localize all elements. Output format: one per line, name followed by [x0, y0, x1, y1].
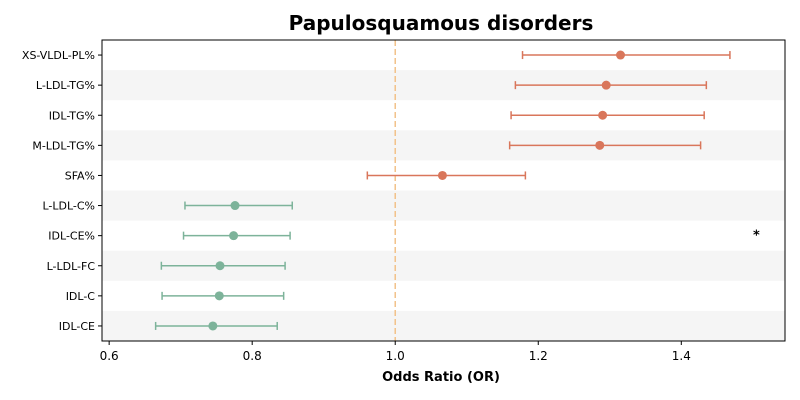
x-tick-label: 0.6 [100, 349, 119, 363]
x-axis-label: Odds Ratio (OR) [382, 370, 500, 385]
chart-title: Papulosquamous disorders [289, 11, 594, 35]
y-tick-label: IDL-TG% [49, 109, 95, 122]
y-tick-label: XS-VLDL-PL% [22, 49, 95, 62]
or-point [616, 50, 626, 60]
forest-row [366, 170, 527, 180]
x-axis: 0.6 0.8 1.0 1.2 1.4 [100, 341, 691, 363]
plot-frame [101, 39, 786, 342]
forest-row [160, 261, 286, 271]
or-point [215, 261, 225, 271]
or-point [598, 110, 608, 120]
y-tick-label: L-LDL-FC [47, 260, 96, 273]
forest-row [508, 140, 702, 150]
forest-row [182, 231, 291, 241]
or-point [208, 321, 218, 331]
or-point [437, 170, 447, 180]
significance-marker: * [753, 229, 760, 244]
x-tick-label: 0.8 [243, 349, 262, 363]
or-point [601, 80, 611, 90]
annotations: * [753, 229, 760, 244]
forest-row [521, 50, 731, 60]
forest-row [161, 291, 285, 301]
y-tick-label: L-LDL-C% [42, 200, 95, 213]
forest-row [184, 201, 293, 211]
or-point [229, 231, 239, 241]
forest-row [514, 80, 708, 90]
y-tick-label: SFA% [65, 169, 95, 182]
or-point [230, 201, 240, 211]
x-tick-label: 1.4 [672, 349, 691, 363]
y-tick-label: IDL-CE [59, 320, 95, 333]
y-tick-label: L-LDL-TG% [36, 79, 95, 92]
data-marks [154, 50, 731, 331]
or-point [595, 140, 605, 150]
y-tick-label: IDL-CE% [48, 230, 95, 243]
y-tick-label: IDL-C [66, 290, 96, 303]
y-tick-label: M-LDL-TG% [32, 139, 95, 152]
forest-row [154, 321, 278, 331]
forest-row [510, 110, 705, 120]
x-tick-label: 1.2 [529, 349, 548, 363]
x-tick-label: 1.0 [386, 349, 405, 363]
y-axis: XS-VLDL-PL% L-LDL-TG% IDL-TG% M-LDL-TG% SFA%… [22, 49, 102, 333]
or-point [214, 291, 224, 301]
